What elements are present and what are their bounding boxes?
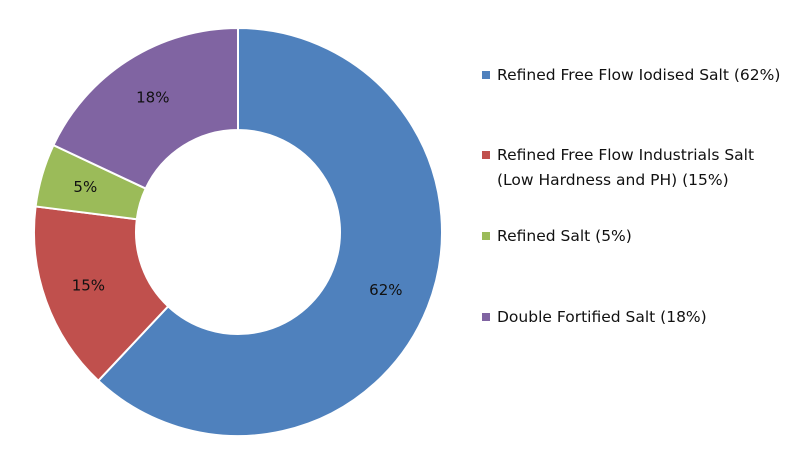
data-label-1: 62% — [369, 281, 402, 299]
legend-swatch-4 — [482, 313, 490, 321]
data-label-4: 18% — [136, 88, 169, 106]
slice-1 — [96, 26, 443, 437]
legend-swatch-2 — [482, 151, 490, 159]
chart-slices — [33, 26, 443, 437]
legend-item-4: Double Fortified Salt (18%) — [482, 308, 707, 326]
slice-4 — [52, 26, 239, 190]
legend-item-3: Refined Salt (5%) — [482, 227, 632, 245]
data-label-3: 5% — [73, 178, 97, 196]
legend-item-1: Refined Free Flow Iodised Salt (62%) — [482, 66, 780, 84]
chart-legend: Refined Free Flow Iodised Salt (62%) Refi… — [482, 66, 780, 326]
legend-label-2-line-2: (Low Hardness and PH) (15%) — [497, 171, 729, 189]
legend-item-2: Refined Free Flow Industrials Salt (Low H… — [482, 146, 754, 189]
slice-2 — [33, 205, 170, 383]
chart-data-labels: 62% 15% 5% 18% — [72, 88, 403, 299]
legend-label-2-line-1: Refined Free Flow Industrials Salt — [497, 146, 754, 164]
legend-label-3: Refined Salt (5%) — [497, 227, 632, 245]
legend-swatch-1 — [482, 71, 490, 79]
legend-swatch-3 — [482, 232, 490, 240]
legend-label-4: Double Fortified Salt (18%) — [497, 308, 707, 326]
legend-label-1: Refined Free Flow Iodised Salt (62%) — [497, 66, 780, 84]
data-label-2: 15% — [72, 276, 105, 294]
